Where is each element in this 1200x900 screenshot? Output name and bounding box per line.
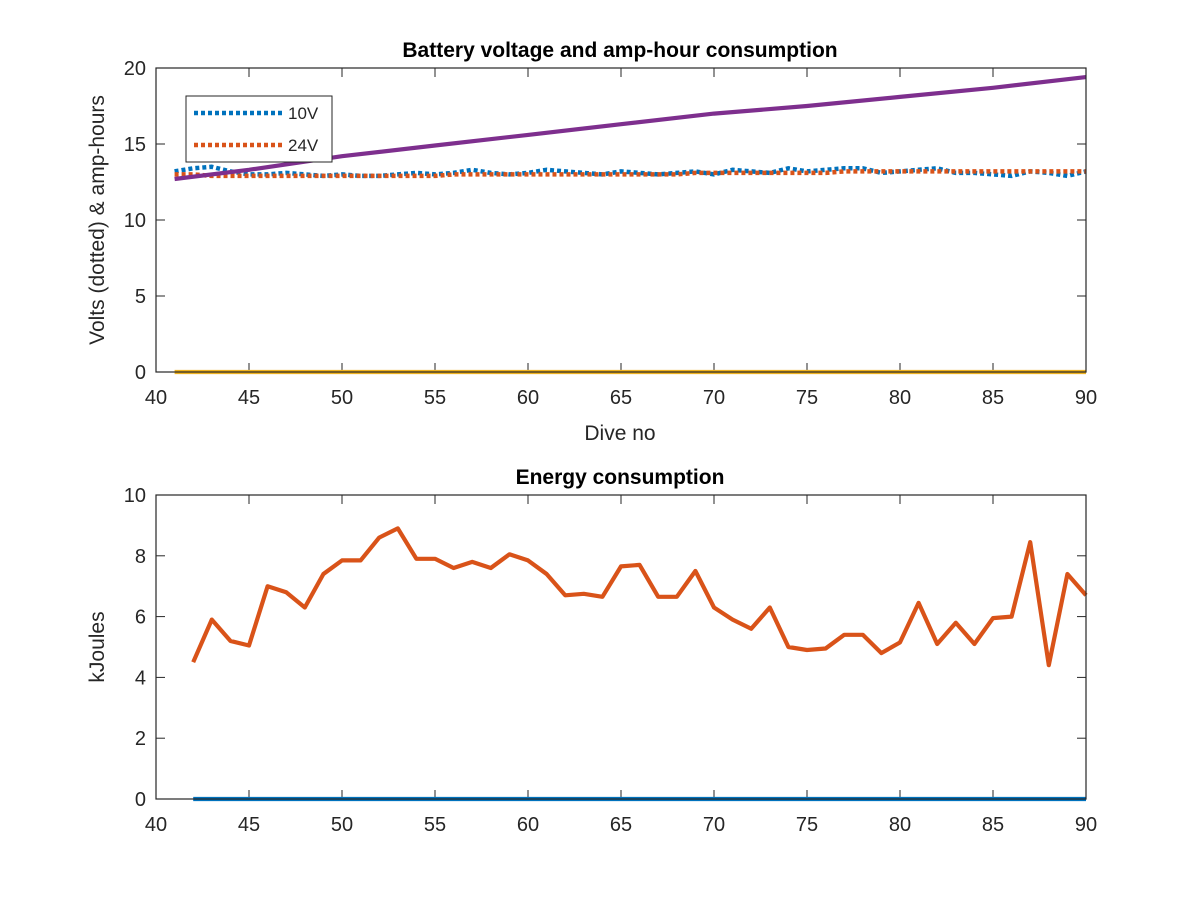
axes-frame [155,67,1087,373]
y-tick-label: 0 [135,362,146,384]
legend-label-10v: 10V [288,104,319,123]
axis-ticks: 40 45 50 55 60 65 70 75 80 85 90 0 2 4 6 8 10 [124,485,1097,836]
axis-ticks: 40 45 50 55 60 65 70 75 80 85 90 0 5 10 15 20 [124,58,1097,409]
x-tick-label: 75 [796,387,818,409]
y-tick-label: 0 [135,789,146,811]
x-tick-label: 65 [610,814,632,836]
chart-energy-consumption: Energy consumption 40 45 50 55 60 65 70 75 80 85 9… [86,466,1097,836]
axes-frame [155,494,1087,800]
legend-label-24v: 24V [288,136,319,155]
y-tick-label: 4 [135,667,146,689]
y-tick-label: 10 [124,210,146,232]
x-tick-label: 80 [889,814,911,836]
x-tick-label: 40 [145,387,167,409]
y-tick-label: 5 [135,286,146,308]
x-tick-label: 70 [703,387,725,409]
x-tick-label: 50 [331,387,353,409]
y-axis-label: Volts (dotted) & amp-hours [86,95,109,345]
x-axis-label: Dive no [584,422,655,445]
y-tick-label: 15 [124,134,146,156]
series-line-24v [174,169,1086,179]
x-tick-label: 60 [517,387,539,409]
chart-battery-voltage: Battery voltage and amp-hour consumption… [86,39,1097,445]
chart-title: Battery voltage and amp-hour consumption [402,39,837,62]
x-tick-label: 90 [1075,387,1097,409]
x-tick-label: 55 [424,387,446,409]
y-tick-label: 2 [135,728,146,750]
x-tick-label: 70 [703,814,725,836]
series-line-s0 [191,526,1088,668]
x-tick-label: 80 [889,387,911,409]
y-tick-label: 10 [124,485,146,507]
chart-title: Energy consumption [516,466,725,489]
y-tick-label: 20 [124,58,146,80]
y-tick-label: 8 [135,546,146,568]
legend-box [185,95,333,163]
x-tick-label: 55 [424,814,446,836]
x-tick-label: 85 [982,814,1004,836]
x-tick-label: 75 [796,814,818,836]
x-tick-label: 90 [1075,814,1097,836]
x-tick-label: 40 [145,814,167,836]
x-tick-label: 45 [238,814,260,836]
x-tick-label: 60 [517,814,539,836]
x-tick-label: 50 [331,814,353,836]
x-tick-label: 45 [238,387,260,409]
x-tick-label: 85 [982,387,1004,409]
legend: 10V 24V [185,95,333,163]
y-tick-label: 6 [135,607,146,629]
y-axis-label: kJoules [86,611,109,682]
x-tick-label: 65 [610,387,632,409]
